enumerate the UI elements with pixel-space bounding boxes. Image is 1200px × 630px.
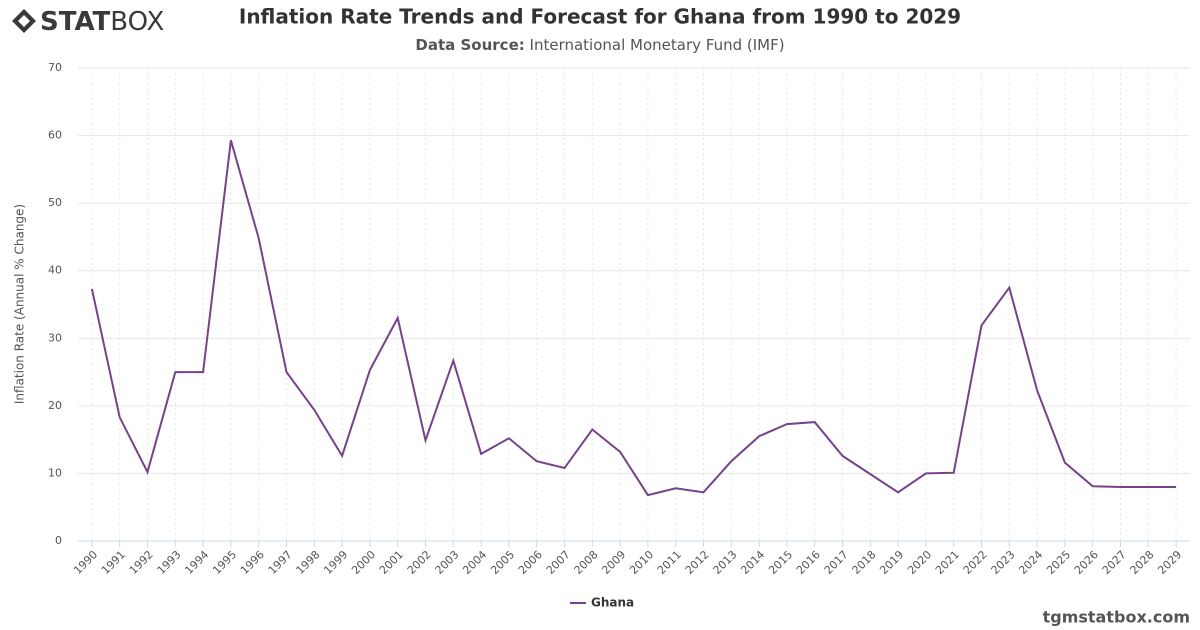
x-tick-label: 1996 (238, 548, 267, 577)
x-tick-label: 1992 (127, 548, 156, 577)
x-tick-label: 2012 (683, 548, 712, 577)
x-tick-label: 2017 (822, 548, 851, 577)
y-tick-label: 40 (48, 264, 62, 277)
logo-light: BOX (110, 7, 164, 37)
x-tick-label: 2003 (433, 548, 462, 577)
x-tick-label: 2005 (488, 548, 517, 577)
x-tick-label: 1999 (321, 548, 350, 577)
x-tick-label: 2024 (1016, 548, 1045, 577)
x-tick-label: 2029 (1155, 548, 1184, 577)
x-tick-label: 2026 (1072, 548, 1101, 577)
plot: 0102030405060701990199119921993199419951… (48, 61, 1190, 610)
x-tick-label: 2010 (627, 548, 656, 577)
x-tick-label: 2001 (377, 548, 406, 577)
legend-label: Ghana (591, 596, 634, 610)
y-tick-label: 10 (48, 466, 62, 479)
y-tick-label: 70 (48, 61, 62, 74)
source-label: Data Source: (415, 36, 524, 54)
x-tick-label: 2019 (877, 548, 906, 577)
x-tick-label: 2011 (655, 548, 684, 577)
y-tick-label: 20 (48, 399, 62, 412)
chart-subtitle: Data Source: International Monetary Fund… (415, 36, 784, 54)
x-tick-label: 2028 (1128, 548, 1157, 577)
x-tick-label: 2015 (766, 548, 795, 577)
y-tick-label: 50 (48, 196, 62, 209)
y-tick-label: 30 (48, 331, 62, 344)
x-tick-label: 2022 (961, 548, 990, 577)
x-tick-label: 1995 (210, 548, 239, 577)
x-tick-label: 2013 (711, 548, 740, 577)
x-tick-label: 1991 (99, 548, 128, 577)
x-tick-label: 2014 (738, 548, 767, 577)
x-tick-label: 2007 (544, 548, 573, 577)
x-tick-label: 2000 (349, 548, 378, 577)
x-tick-label: 1990 (71, 548, 100, 577)
y-tick-label: 60 (48, 129, 62, 142)
source: International Monetary Fund (IMF) (530, 36, 785, 54)
x-tick-label: 2002 (405, 548, 434, 577)
logo-icon-inner (18, 15, 30, 27)
x-tick-label: 2016 (794, 548, 823, 577)
x-tick-label: 2020 (905, 548, 934, 577)
x-tick-label: 1998 (294, 548, 323, 577)
data-line (90, 140, 1177, 497)
x-tick-label: 2009 (599, 548, 628, 577)
x-tick-label: 1997 (266, 548, 295, 577)
footer: tgmstatbox.com (1043, 608, 1190, 627)
x-tick-label: 2006 (516, 548, 545, 577)
x-tick-label: 2008 (572, 548, 601, 577)
logo-text: STATBOX (40, 7, 164, 37)
x-tick-label: 2004 (460, 548, 489, 577)
x-tick-label: 2021 (933, 548, 962, 577)
x-tick-label: 2018 (850, 548, 879, 577)
y-tick-label: 0 (55, 534, 62, 547)
x-tick-label: 1993 (155, 548, 184, 577)
x-tick-label: 2023 (989, 548, 1018, 577)
y-axis-label: Inflation Rate (Annual % Change) (13, 204, 27, 404)
logo: STATBOX (12, 7, 164, 37)
x-tick-label: 2025 (1044, 548, 1073, 577)
logo-bold: STAT (40, 7, 111, 37)
x-tick-label: 1994 (182, 548, 211, 577)
chart-title: Inflation Rate Trends and Forecast for G… (239, 5, 961, 29)
x-tick-label: 2027 (1100, 548, 1129, 577)
